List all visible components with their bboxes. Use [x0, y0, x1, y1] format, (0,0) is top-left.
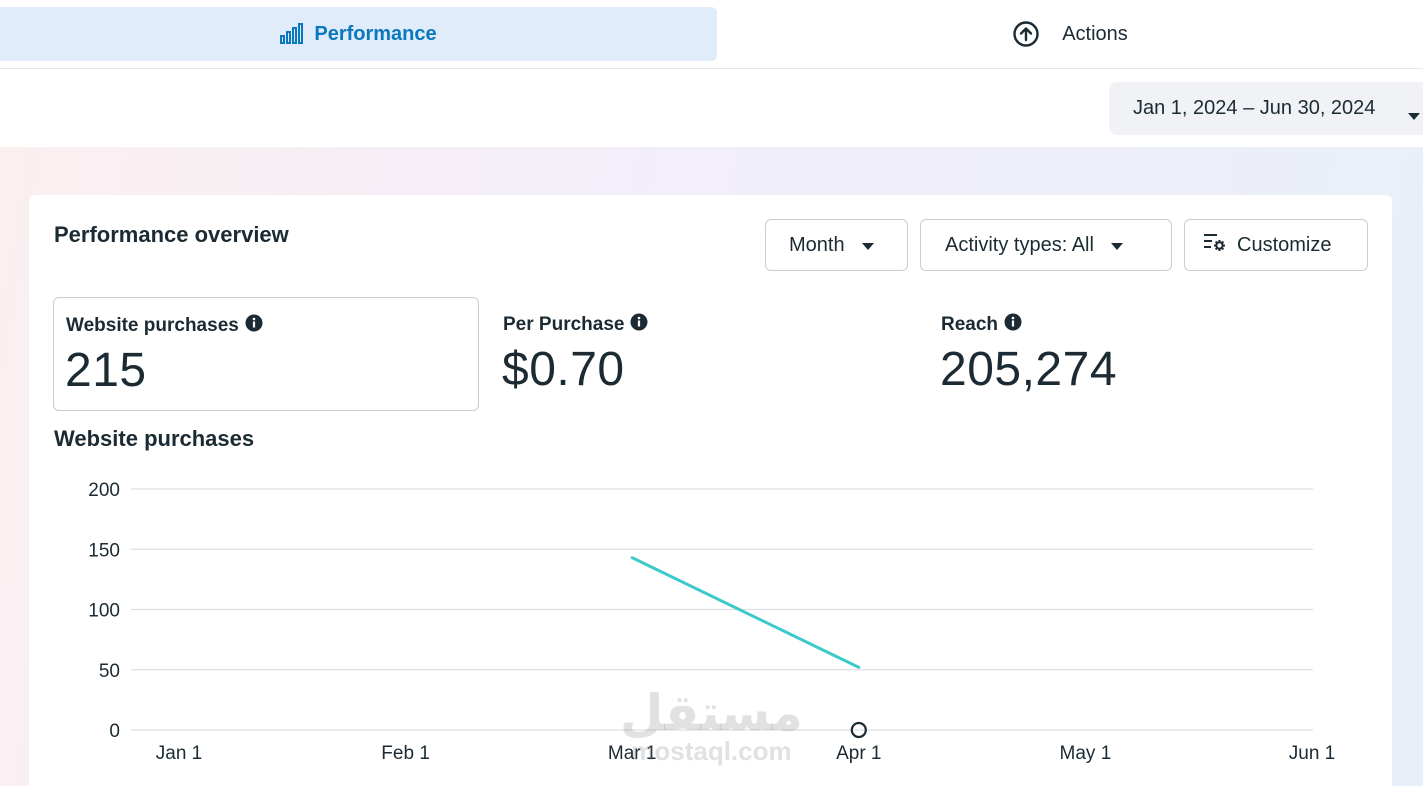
bar-chart-icon	[280, 23, 304, 45]
x-tick-label: Jan 1	[156, 743, 202, 764]
customize-button[interactable]: Customize	[1184, 219, 1368, 271]
metric-value: 205,274	[940, 343, 1118, 396]
date-range-selector[interactable]: Jan 1, 2024 – Jun 30, 2024	[1109, 82, 1423, 135]
metric-value: 215	[65, 344, 147, 397]
period-dropdown[interactable]: Month	[765, 219, 908, 271]
settings-list-icon	[1203, 231, 1227, 259]
watermark: مستقل mostaql.com	[620, 688, 803, 764]
date-range-label: Jan 1, 2024 – Jun 30, 2024	[1133, 97, 1376, 119]
y-tick-label: 0	[109, 721, 120, 742]
x-tick-label: May 1	[1060, 743, 1112, 764]
metric-per-purchase[interactable]: Per Purchase $0.70	[491, 297, 911, 411]
watermark-arabic: مستقل	[620, 685, 803, 741]
watermark-latin: mostaql.com	[631, 736, 792, 766]
info-icon[interactable]	[630, 313, 648, 337]
activity-types-dropdown[interactable]: Activity types: All	[920, 219, 1172, 271]
tab-performance-label: Performance	[314, 22, 437, 45]
tab-performance[interactable]: Performance	[0, 7, 717, 61]
y-tick-label: 50	[99, 661, 120, 682]
x-tick-label: Feb 1	[381, 743, 430, 764]
customize-label: Customize	[1237, 233, 1332, 256]
x-tick-label: Jun 1	[1289, 743, 1335, 764]
caret-down-icon	[861, 234, 875, 257]
metric-value: $0.70	[502, 343, 625, 396]
metric-label: Website purchases	[66, 315, 239, 336]
y-tick-label: 100	[88, 601, 120, 622]
cursor-icon	[850, 721, 867, 739]
y-tick-label: 200	[88, 480, 120, 501]
y-tick-label: 150	[88, 540, 120, 561]
tab-actions[interactable]: Actions	[717, 7, 1423, 61]
info-icon[interactable]	[1004, 313, 1022, 337]
tab-bar: Performance Actions	[0, 0, 1423, 69]
performance-overview-card: Performance overview Month Activity type…	[29, 195, 1392, 795]
arrow-up-circle-icon	[1012, 20, 1040, 48]
metric-label: Per Purchase	[503, 314, 625, 335]
period-dropdown-label: Month	[789, 233, 845, 256]
series-line	[630, 556, 861, 669]
x-tick-label: Mar 1	[608, 743, 657, 764]
x-tick-label: Apr 1	[836, 743, 881, 764]
performance-overview-title: Performance overview	[54, 222, 289, 247]
tab-actions-label: Actions	[1062, 22, 1128, 45]
chart-title: Website purchases	[54, 426, 255, 451]
info-icon[interactable]	[245, 314, 263, 338]
metric-reach[interactable]: Reach 205,274	[929, 297, 1349, 411]
activity-types-label: Activity types: All	[945, 233, 1094, 256]
metric-label: Reach	[941, 314, 999, 335]
website-purchases-line-chart: 0 50 100 150 200 Jan 1 Feb 1 Mar 1 Apr 1 May 1 Jun…	[88, 480, 1335, 764]
caret-down-icon	[1407, 104, 1421, 127]
caret-down-icon	[1110, 234, 1124, 257]
metric-website-purchases[interactable]: Website purchases 215	[53, 297, 479, 411]
